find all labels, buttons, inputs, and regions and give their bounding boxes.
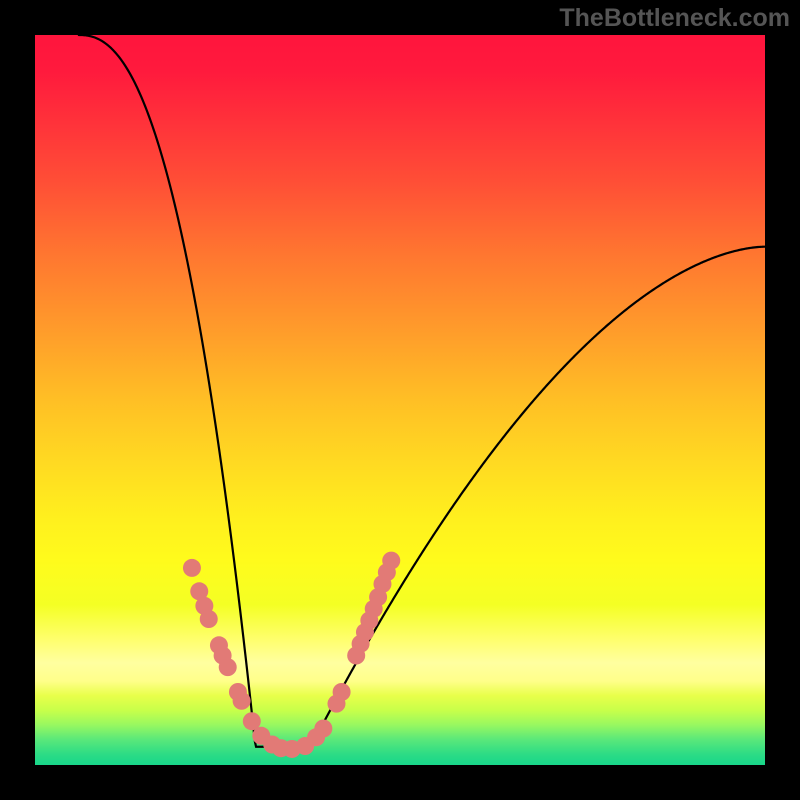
- gradient-background: [35, 35, 765, 765]
- marker-dot: [333, 683, 351, 701]
- plot-svg: [35, 35, 765, 765]
- marker-dot: [382, 552, 400, 570]
- marker-dot: [314, 720, 332, 738]
- marker-dot: [233, 692, 251, 710]
- marker-dot: [183, 559, 201, 577]
- marker-dot: [200, 610, 218, 628]
- watermark-text: TheBottleneck.com: [559, 4, 790, 33]
- marker-dot: [219, 658, 237, 676]
- plot-area: [35, 35, 765, 765]
